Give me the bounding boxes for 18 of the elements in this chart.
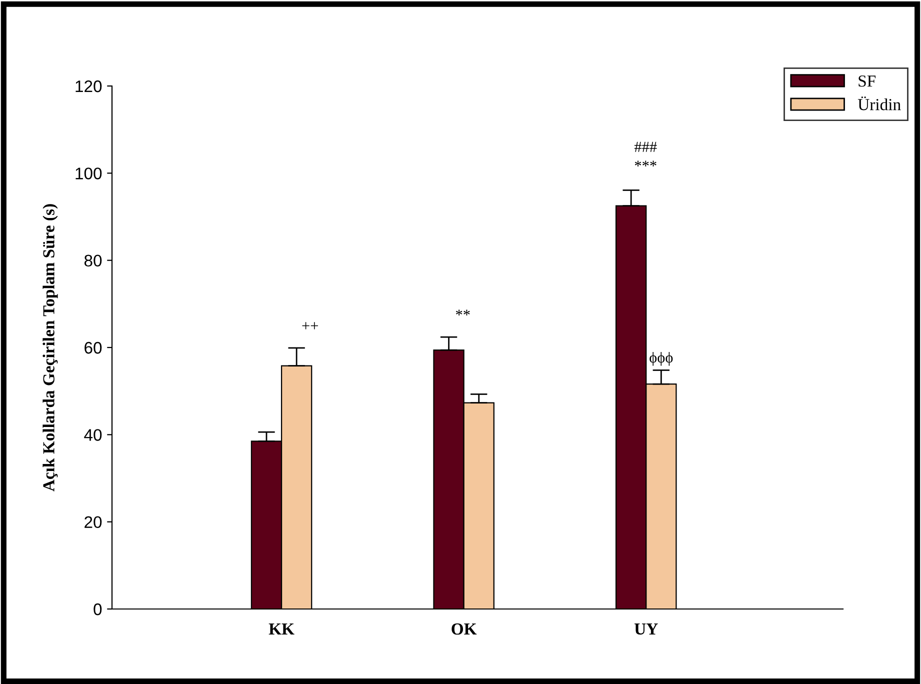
y-tick-label: 80 [84, 254, 102, 267]
y-tick-label: 20 [84, 516, 102, 528]
y-tick-label: 40 [84, 429, 102, 441]
y-axis-title: Açık Kollarda Geçirilen Toplam Süre (s) [42, 204, 58, 492]
x-tick-label: UY [634, 624, 658, 635]
y-tick-label: 60 [84, 342, 102, 354]
x-tick-label: OK [452, 623, 477, 635]
annotation: ϕϕϕ [650, 352, 673, 366]
y-tick-label: 120 [76, 80, 102, 92]
annotation: ++ [302, 322, 318, 330]
annotation: *** [634, 160, 656, 166]
legend-label: Üridin [858, 96, 901, 110]
x-tick-label: KK [268, 624, 294, 634]
annotation: ### [634, 142, 657, 152]
y-tick-label: 0 [94, 603, 102, 616]
annotation: ** [456, 310, 470, 316]
y-tick-label: 100 [76, 168, 102, 180]
legend-label: SF [858, 75, 876, 87]
